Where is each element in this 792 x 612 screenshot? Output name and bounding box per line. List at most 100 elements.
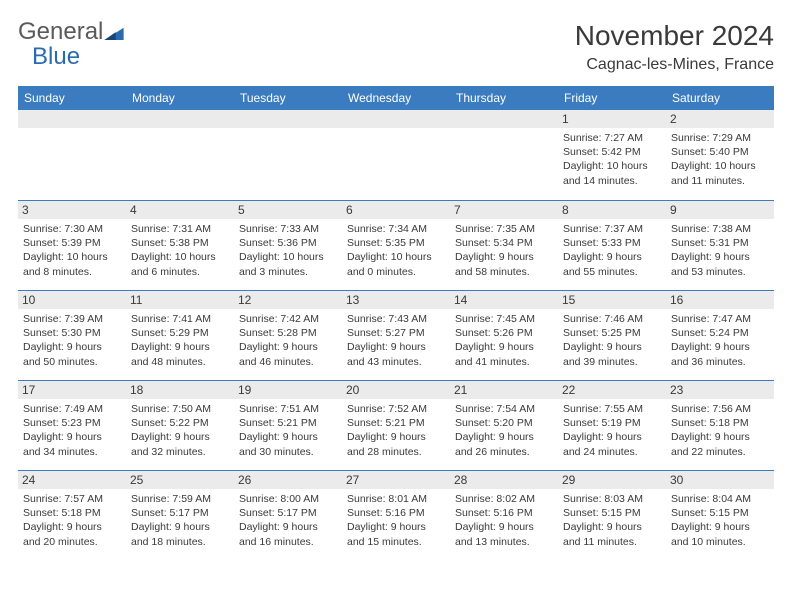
- day-header-friday: Friday: [558, 86, 666, 110]
- day-cell: 14Sunrise: 7:45 AMSunset: 5:26 PMDayligh…: [450, 290, 558, 380]
- sunrise-text: Sunrise: 7:42 AM: [239, 312, 337, 326]
- day-cell: 26Sunrise: 8:00 AMSunset: 5:17 PMDayligh…: [234, 470, 342, 560]
- daylight-text: Daylight: 9 hours and 15 minutes.: [347, 520, 445, 548]
- week-row: 10 Sunrise: 7:39 AMSunset: 5:30 PMDayligh…: [18, 290, 774, 380]
- day-info: Sunrise: 7:33 AMSunset: 5:36 PMDaylight:…: [239, 222, 337, 279]
- sunset-text: Sunset: 5:17 PM: [239, 506, 337, 520]
- day-cell: 3Sunrise: 7:30 AMSunset: 5:39 PMDaylight…: [18, 200, 126, 290]
- week-row: 1 Sunrise: 7:27 AMSunset: 5:42 PMDaylight…: [18, 110, 774, 200]
- sunset-text: Sunset: 5:29 PM: [131, 326, 229, 340]
- daylight-text: Daylight: 9 hours and 13 minutes.: [455, 520, 553, 548]
- header: GeneralBlue November 2024 Cagnac-les-Min…: [18, 20, 774, 74]
- day-header-wednesday: Wednesday: [342, 86, 450, 110]
- day-number: 3: [18, 201, 126, 219]
- logo-word1: General: [18, 18, 103, 45]
- day-number: 20: [342, 381, 450, 399]
- day-number: 18: [126, 381, 234, 399]
- day-number: 8: [558, 201, 666, 219]
- day-info: Sunrise: 8:02 AMSunset: 5:16 PMDaylight:…: [455, 492, 553, 549]
- day-info: Sunrise: 7:35 AMSunset: 5:34 PMDaylight:…: [455, 222, 553, 279]
- day-header-sunday: Sunday: [18, 86, 126, 110]
- day-number: 22: [558, 381, 666, 399]
- daylight-text: Daylight: 9 hours and 24 minutes.: [563, 430, 661, 458]
- sunrise-text: Sunrise: 7:30 AM: [23, 222, 121, 236]
- day-cell: 10 Sunrise: 7:39 AMSunset: 5:30 PMDayligh…: [18, 290, 126, 380]
- sunrise-text: Sunrise: 7:54 AM: [455, 402, 553, 416]
- day-info: Sunrise: 7:27 AMSunset: 5:42 PMDaylight:…: [563, 131, 661, 188]
- day-info: Sunrise: 7:56 AMSunset: 5:18 PMDaylight:…: [671, 402, 769, 459]
- day-number: 4: [126, 201, 234, 219]
- day-cell: 5Sunrise: 7:33 AMSunset: 5:36 PMDaylight…: [234, 200, 342, 290]
- day-info: Sunrise: 7:42 AMSunset: 5:28 PMDaylight:…: [239, 312, 337, 369]
- day-number: 2: [666, 110, 774, 128]
- calendar: SundayMondayTuesdayWednesdayThursdayFrid…: [18, 86, 774, 560]
- daylight-text: Daylight: 9 hours and 39 minutes.: [563, 340, 661, 368]
- day-info: Sunrise: 7:50 AMSunset: 5:22 PMDaylight:…: [131, 402, 229, 459]
- day-number: 10: [18, 291, 126, 309]
- sunset-text: Sunset: 5:30 PM: [23, 326, 121, 340]
- day-cell: 15Sunrise: 7:46 AMSunset: 5:25 PMDayligh…: [558, 290, 666, 380]
- day-cell: 6Sunrise: 7:34 AMSunset: 5:35 PMDaylight…: [342, 200, 450, 290]
- day-number: [234, 110, 342, 128]
- daylight-text: Daylight: 9 hours and 41 minutes.: [455, 340, 553, 368]
- day-info: Sunrise: 8:03 AMSunset: 5:15 PMDaylight:…: [563, 492, 661, 549]
- daylight-text: Daylight: 9 hours and 20 minutes.: [23, 520, 121, 548]
- sunrise-text: Sunrise: 8:01 AM: [347, 492, 445, 506]
- sunrise-text: Sunrise: 7:57 AM: [23, 492, 121, 506]
- day-info: Sunrise: 7:59 AMSunset: 5:17 PMDaylight:…: [131, 492, 229, 549]
- daylight-text: Daylight: 10 hours and 14 minutes.: [563, 159, 661, 187]
- daylight-text: Daylight: 10 hours and 0 minutes.: [347, 250, 445, 278]
- daylight-text: Daylight: 9 hours and 53 minutes.: [671, 250, 769, 278]
- logo-word2: Blue: [32, 43, 80, 70]
- day-cell: 22Sunrise: 7:55 AMSunset: 5:19 PMDayligh…: [558, 380, 666, 470]
- sunrise-text: Sunrise: 7:59 AM: [131, 492, 229, 506]
- week-row: 17Sunrise: 7:49 AMSunset: 5:23 PMDayligh…: [18, 380, 774, 470]
- day-cell: 8Sunrise: 7:37 AMSunset: 5:33 PMDaylight…: [558, 200, 666, 290]
- sunset-text: Sunset: 5:33 PM: [563, 236, 661, 250]
- day-cell: 30 Sunrise: 8:04 AMSunset: 5:15 PMDayligh…: [666, 470, 774, 560]
- daylight-text: Daylight: 9 hours and 36 minutes.: [671, 340, 769, 368]
- sunset-text: Sunset: 5:42 PM: [563, 145, 661, 159]
- daylight-text: Daylight: 9 hours and 16 minutes.: [239, 520, 337, 548]
- sunset-text: Sunset: 5:27 PM: [347, 326, 445, 340]
- day-info: Sunrise: 7:57 AMSunset: 5:18 PMDaylight:…: [23, 492, 121, 549]
- daylight-text: Daylight: 9 hours and 50 minutes.: [23, 340, 121, 368]
- day-number: 13: [342, 291, 450, 309]
- sunset-text: Sunset: 5:40 PM: [671, 145, 769, 159]
- day-cell: [126, 110, 234, 200]
- daylight-text: Daylight: 9 hours and 58 minutes.: [455, 250, 553, 278]
- sunset-text: Sunset: 5:17 PM: [131, 506, 229, 520]
- daylight-text: Daylight: 10 hours and 6 minutes.: [131, 250, 229, 278]
- sunrise-text: Sunrise: 7:31 AM: [131, 222, 229, 236]
- day-number: 30: [666, 471, 774, 489]
- title-block: November 2024 Cagnac-les-Mines, France: [575, 20, 774, 74]
- sunrise-text: Sunrise: 7:55 AM: [563, 402, 661, 416]
- sunrise-text: Sunrise: 7:52 AM: [347, 402, 445, 416]
- day-number: 23: [666, 381, 774, 399]
- day-header-monday: Monday: [126, 86, 234, 110]
- sunset-text: Sunset: 5:16 PM: [347, 506, 445, 520]
- daylight-text: Daylight: 9 hours and 22 minutes.: [671, 430, 769, 458]
- day-info: Sunrise: 8:04 AMSunset: 5:15 PMDaylight:…: [671, 492, 769, 549]
- sunset-text: Sunset: 5:15 PM: [671, 506, 769, 520]
- day-number: [450, 110, 558, 128]
- day-info: Sunrise: 7:49 AMSunset: 5:23 PMDaylight:…: [23, 402, 121, 459]
- daylight-text: Daylight: 9 hours and 55 minutes.: [563, 250, 661, 278]
- sunrise-text: Sunrise: 7:50 AM: [131, 402, 229, 416]
- day-number: 25: [126, 471, 234, 489]
- day-number: 11: [126, 291, 234, 309]
- sunrise-text: Sunrise: 7:29 AM: [671, 131, 769, 145]
- day-number: 1: [558, 110, 666, 128]
- sunset-text: Sunset: 5:18 PM: [671, 416, 769, 430]
- day-info: Sunrise: 7:39 AMSunset: 5:30 PMDaylight:…: [23, 312, 121, 369]
- day-info: Sunrise: 7:52 AMSunset: 5:21 PMDaylight:…: [347, 402, 445, 459]
- day-cell: 25 Sunrise: 7:59 AMSunset: 5:17 PMDayligh…: [126, 470, 234, 560]
- sunrise-text: Sunrise: 7:45 AM: [455, 312, 553, 326]
- day-cell: 17Sunrise: 7:49 AMSunset: 5:23 PMDayligh…: [18, 380, 126, 470]
- daylight-text: Daylight: 9 hours and 34 minutes.: [23, 430, 121, 458]
- day-header-saturday: Saturday: [666, 86, 774, 110]
- day-info: Sunrise: 7:41 AMSunset: 5:29 PMDaylight:…: [131, 312, 229, 369]
- day-number: 29: [558, 471, 666, 489]
- sunrise-text: Sunrise: 7:38 AM: [671, 222, 769, 236]
- sunset-text: Sunset: 5:24 PM: [671, 326, 769, 340]
